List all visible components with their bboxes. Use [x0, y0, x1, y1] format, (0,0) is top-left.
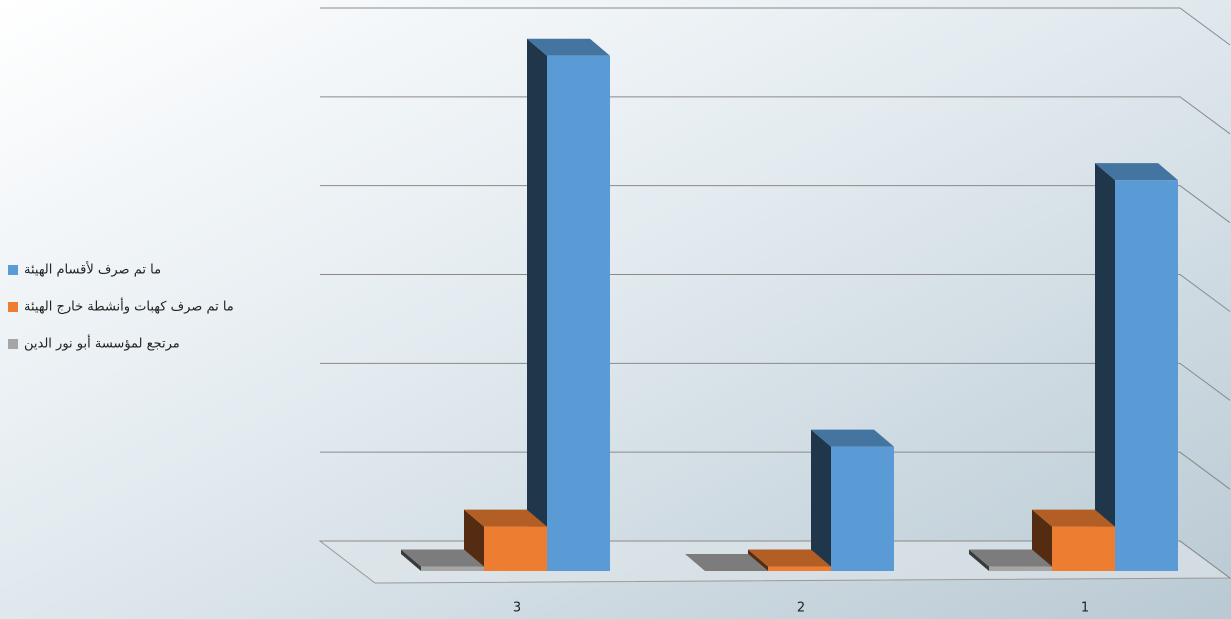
bar [401, 549, 484, 571]
bar [748, 549, 831, 571]
bar-front [989, 566, 1052, 571]
bar-side [811, 429, 831, 571]
legend-swatch [8, 302, 18, 312]
bar-front [421, 566, 484, 571]
bar-top [685, 554, 768, 571]
bar-top [1032, 509, 1115, 527]
bar-front [768, 566, 831, 571]
x-tick-label: 2 [797, 601, 805, 616]
bar-top [527, 38, 610, 56]
grid-line [320, 7, 1231, 46]
bar-side [969, 549, 989, 571]
bar [969, 549, 1052, 571]
legend-swatch [8, 339, 18, 349]
bar [685, 554, 768, 571]
bar-side [1095, 163, 1115, 571]
bar-front [831, 446, 894, 571]
bar-top [811, 429, 894, 447]
legend-swatch [8, 265, 18, 275]
bar [1095, 163, 1178, 571]
legend-label: مرتجع لمؤسسة أبو نور الدين [24, 335, 180, 352]
bar-front [1052, 526, 1115, 571]
bar-top [464, 509, 547, 527]
x-tick-label: 3 [513, 601, 521, 616]
legend-label: ما تم صرف كهبات وأنشطة خارج الهيئة [24, 298, 234, 315]
bar-side [527, 38, 547, 572]
bar-front [547, 55, 610, 572]
bar [1032, 509, 1115, 571]
bar-side [748, 549, 768, 571]
bar [811, 429, 894, 571]
bar-top [401, 549, 484, 567]
bar-top [748, 549, 831, 567]
bar-front [1115, 180, 1178, 571]
bar-top [1095, 163, 1178, 181]
bar-front [484, 526, 547, 571]
bar-side [401, 549, 421, 571]
bar-top [969, 549, 1052, 567]
x-tick-label: 1 [1081, 601, 1089, 616]
legend-label: ما تم صرف لأقسام الهيئة [24, 261, 161, 278]
bar [527, 38, 610, 572]
